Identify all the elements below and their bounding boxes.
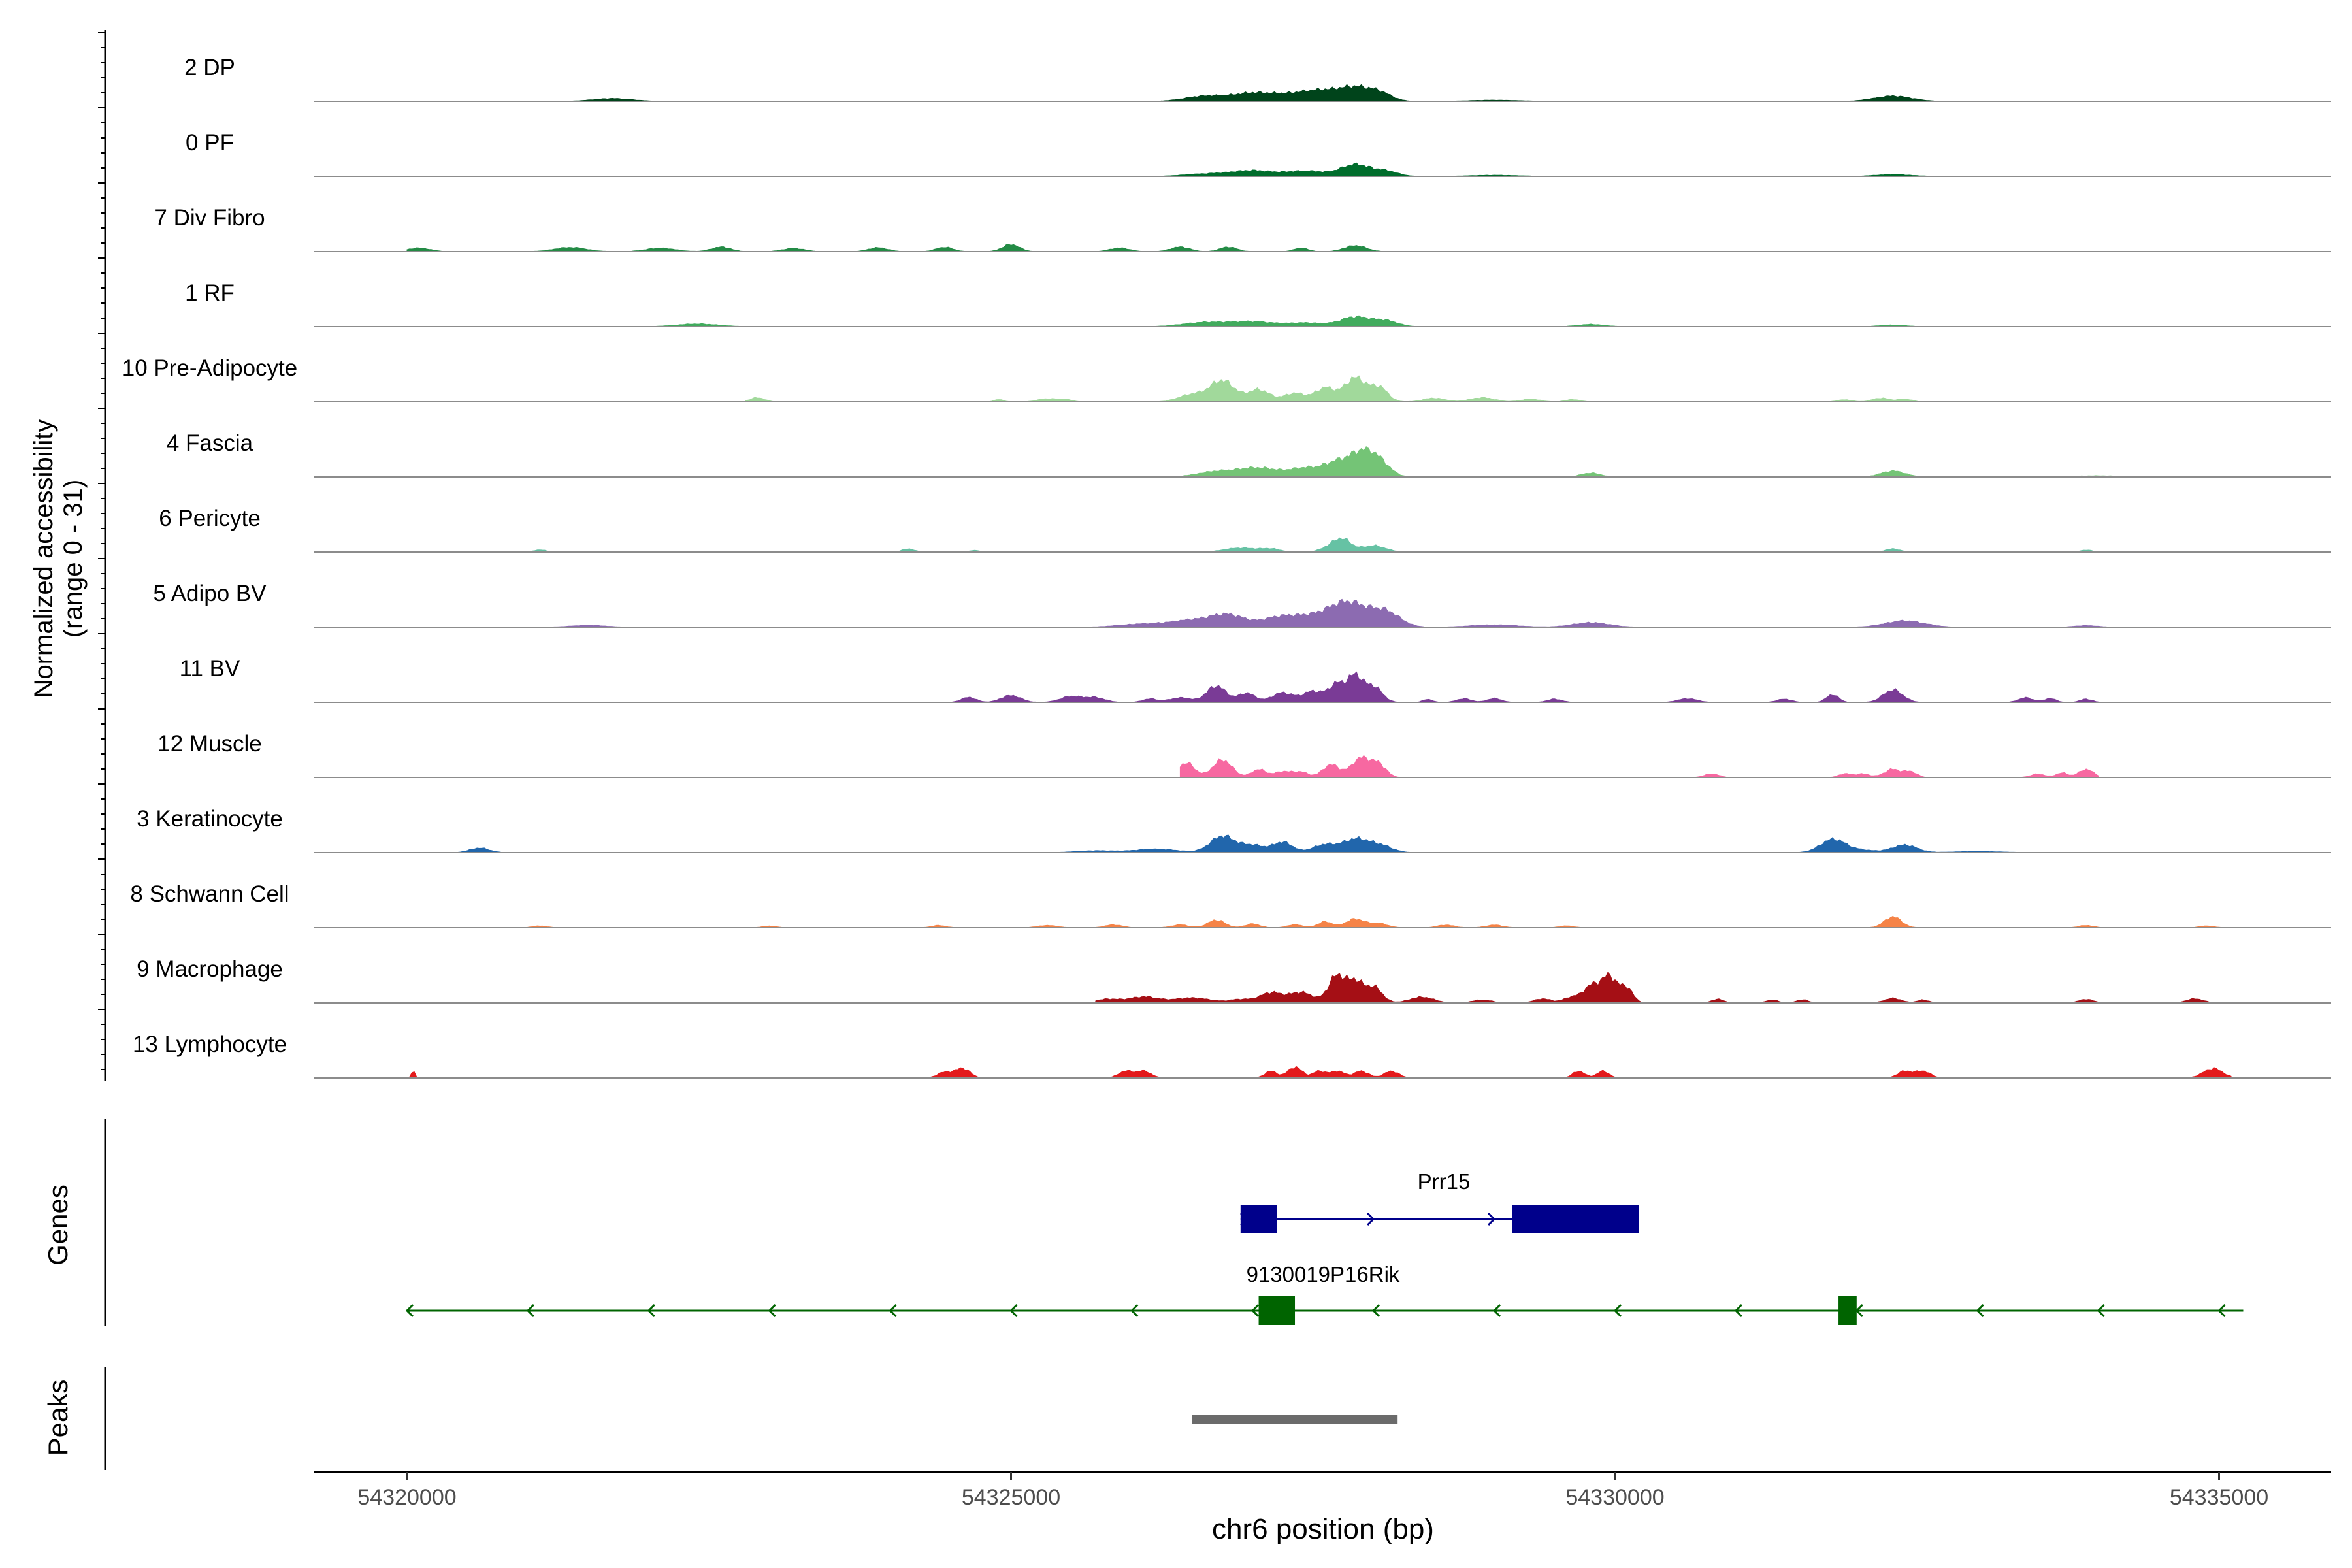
track-label: 10 Pre-Adipocyte	[122, 355, 297, 381]
strand-arrow	[405, 1303, 414, 1318]
coverage-area	[407, 834, 2244, 853]
track-label: 8 Schwann Cell	[130, 881, 289, 907]
peak-region	[1192, 1415, 1398, 1424]
track-label: 12 Muscle	[157, 731, 262, 757]
coverage-area	[950, 671, 2111, 703]
gene-exon	[1240, 1205, 1277, 1233]
track-2-dp: 2 DP	[184, 55, 2331, 102]
x-tick-label: 54330000	[1565, 1485, 1664, 1510]
track-11-bv: 11 BV	[180, 656, 2331, 703]
strand-arrow	[1009, 1303, 1018, 1318]
coverage-area	[407, 537, 2219, 553]
strand-arrow	[2217, 1303, 2226, 1318]
coverage-area	[1095, 972, 2219, 1004]
gene-exon	[1512, 1205, 1639, 1233]
coverage-area	[407, 162, 2244, 177]
strand-arrow	[1976, 1303, 1984, 1318]
x-tick-label: 54320000	[357, 1485, 456, 1510]
coverage-area	[745, 375, 1918, 402]
track-3-keratinocyte: 3 Keratinocyte	[137, 806, 2331, 853]
track-label: 11 BV	[180, 656, 240, 681]
track-label: 13 Lymphocyte	[133, 1032, 287, 1057]
track-0-pf: 0 PF	[186, 130, 2331, 177]
track-10-pre-adipocyte: 10 Pre-Adipocyte	[122, 355, 2331, 402]
strand-arrow	[1613, 1303, 1622, 1318]
genes-panel: Prr15 9130019P16Rik	[405, 1169, 2244, 1325]
track-9-macrophage: 9 Macrophage	[137, 956, 2331, 1004]
track-label: 0 PF	[186, 130, 234, 155]
y-axis-ticks	[98, 32, 105, 1070]
peaks-panel	[1192, 1415, 1398, 1424]
gene-exon	[1838, 1296, 1857, 1325]
track-panel: 2 DP 0 PF 7 Div Fibro 1 RF 10 Pre-Adipocyte 4…	[122, 55, 2331, 1079]
coverage-area	[431, 598, 2219, 628]
track-1-rf: 1 RF	[185, 280, 2331, 327]
track-5-adipo-bv: 5 Adipo BV	[153, 581, 2331, 628]
coverage-area	[406, 1066, 2232, 1079]
coverage-area	[407, 446, 2244, 478]
strand-arrow	[1492, 1303, 1501, 1318]
track-label: 7 Div Fibro	[154, 205, 265, 231]
x-tick-label: 54325000	[962, 1485, 1060, 1510]
x-axis-label: chr6 position (bp)	[1212, 1513, 1434, 1545]
strand-arrow	[1734, 1303, 1742, 1318]
track-7-div-fibro: 7 Div Fibro	[154, 205, 2331, 252]
track-label: 5 Adipo BV	[153, 581, 267, 606]
track-6-pericyte: 6 Pericyte	[159, 506, 2331, 553]
track-label: 1 RF	[185, 280, 235, 306]
strand-arrow	[1367, 1212, 1375, 1226]
y-axis-range-label: (range 0 - 31)	[59, 480, 88, 638]
strand-arrow	[768, 1303, 776, 1318]
strand-arrow	[1372, 1303, 1380, 1318]
track-4-fascia: 4 Fascia	[167, 431, 2331, 478]
gene-prr15: Prr15	[1239, 1169, 1639, 1233]
coverage-area	[1179, 755, 2099, 778]
track-13-lymphocyte: 13 Lymphocyte	[133, 1032, 2331, 1079]
track-label: 3 Keratinocyte	[137, 806, 283, 832]
gene-exon	[1258, 1296, 1296, 1325]
strand-arrow	[647, 1303, 655, 1318]
coverage-area	[406, 244, 1398, 252]
track-label: 6 Pericyte	[159, 506, 261, 531]
strand-arrow	[889, 1303, 897, 1318]
x-axis-ticks: 54320000 54325000 54330000 54335000	[357, 1472, 2268, 1510]
strand-arrow	[1251, 1303, 1260, 1318]
strand-arrow	[2097, 1303, 2105, 1318]
genes-panel-label: Genes	[42, 1184, 73, 1266]
strand-arrow	[526, 1303, 534, 1318]
gene-label: Prr15	[1418, 1169, 1471, 1194]
coverage-area	[407, 315, 2219, 327]
peaks-panel-label: Peaks	[42, 1380, 73, 1456]
track-label: 4 Fascia	[167, 431, 253, 456]
y-axis-label: Normalized accessibility	[29, 419, 58, 698]
track-8-schwann-cell: 8 Schwann Cell	[130, 881, 2331, 928]
strand-arrow	[1130, 1303, 1139, 1318]
track-label: 9 Macrophage	[137, 956, 283, 982]
gene-label: 9130019P16Rik	[1247, 1262, 1400, 1286]
gene-9130019p16rik: 9130019P16Rik	[405, 1262, 2244, 1325]
track-label: 2 DP	[184, 55, 235, 80]
track-12-muscle: 12 Muscle	[157, 731, 2331, 778]
coverage-area	[527, 915, 2244, 928]
x-tick-label: 54335000	[2170, 1485, 2268, 1510]
coverage-area	[407, 84, 2219, 102]
strand-arrow	[1488, 1212, 1496, 1226]
